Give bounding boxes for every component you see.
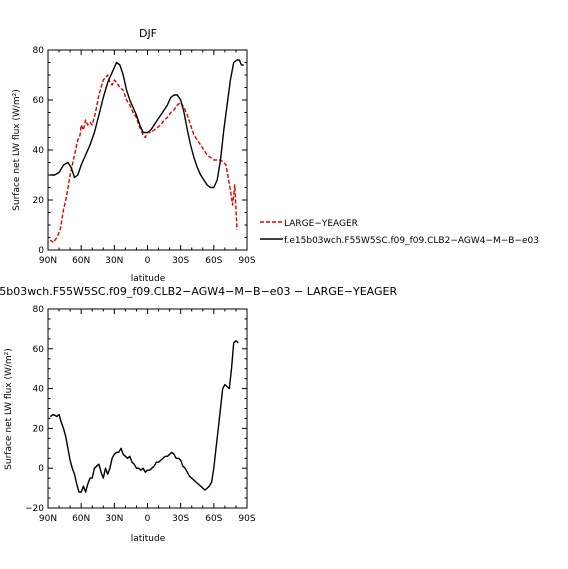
bottom-y-tick-label: 20 — [33, 424, 45, 434]
bottom-x-tick-label: 90S — [238, 514, 255, 524]
top-panel: DJF latitude Surface net LW flux (W/m²) … — [12, 27, 256, 284]
top-y-tick-label: 0 — [38, 246, 44, 256]
bottom-y-tick-label: 80 — [33, 305, 45, 315]
top-x-tick-label: 30S — [172, 256, 189, 266]
legend-label-large-yeager: LARGE−YEAGER — [284, 219, 358, 229]
bottom-chart-title: f.e15b03wch.F55W5SC.f09_f09.CLB2−AGW4−M−… — [0, 285, 397, 298]
bottom-y-tick-label: −20 — [25, 504, 44, 514]
top-plot-frame — [47, 49, 248, 251]
bottom-axes: 90N 60N 30N 0 30S 60S 90S −20 0 20 40 60 80 — [25, 305, 256, 524]
bottom-x-tick-label: 30S — [172, 514, 189, 524]
bottom-series-group — [49, 340, 239, 493]
bottom-y-axis-label: Surface net LW flux (W/m²) — [4, 348, 14, 470]
top-x-axis-label: latitude — [131, 274, 166, 284]
bottom-x-axis-label: latitude — [131, 534, 166, 544]
top-x-tick-label: 30N — [105, 256, 123, 266]
bottom-x-tick-label: 60N — [72, 514, 90, 524]
bottom-series-line-0 — [49, 340, 239, 493]
top-y-tick-label: 40 — [33, 146, 45, 156]
top-x-tick-label: 60S — [205, 256, 222, 266]
legend-label-model: f.e15b03wch.F55W5SC.f09_f09.CLB2−AGW4−M−… — [284, 236, 539, 246]
top-x-tick-label: 90S — [238, 256, 255, 266]
top-y-tick-label: 60 — [33, 96, 45, 106]
bottom-y-tick-label: 40 — [33, 385, 45, 395]
bottom-x-tick-label: 90N — [39, 514, 57, 524]
top-series-line-1 — [50, 59, 244, 189]
top-x-tick-label: 60N — [72, 256, 90, 266]
top-y-tick-label: 80 — [33, 46, 45, 56]
top-x-tick-label: 90N — [39, 256, 57, 266]
bottom-x-tick-label: 0 — [145, 514, 151, 524]
top-x-tick-label: 0 — [145, 256, 151, 266]
bottom-y-tick-label: 0 — [38, 464, 44, 474]
bottom-panel: f.e15b03wch.F55W5SC.f09_f09.CLB2−AGW4−M−… — [0, 285, 397, 544]
top-series-line-0 — [49, 74, 238, 244]
top-axes: 90N 60N 30N 0 30S 60S 90S 0 20 40 60 80 — [33, 46, 256, 266]
top-chart-title: DJF — [139, 27, 157, 40]
top-series-group — [49, 59, 244, 244]
bottom-x-tick-label: 60S — [205, 514, 222, 524]
top-y-tick-label: 20 — [33, 196, 45, 206]
bottom-plot-frame — [47, 308, 248, 509]
top-y-axis-label: Surface net LW flux (W/m²) — [12, 89, 22, 211]
bottom-y-tick-label: 60 — [33, 345, 45, 355]
legend: LARGE−YEAGER f.e15b03wch.F55W5SC.f09_f09… — [260, 219, 539, 246]
bottom-x-tick-label: 30N — [105, 514, 123, 524]
